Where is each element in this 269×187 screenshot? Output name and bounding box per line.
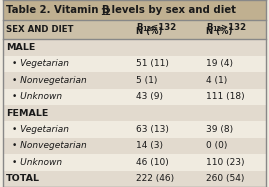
FancyBboxPatch shape [3,121,266,138]
Text: N (%): N (%) [136,27,162,36]
FancyBboxPatch shape [3,0,266,20]
Text: 43 (9): 43 (9) [136,92,163,101]
Text: SEX AND DIET: SEX AND DIET [6,25,73,34]
Text: 0 (0): 0 (0) [206,141,227,151]
Text: FEMALE: FEMALE [6,109,48,118]
Text: B: B [206,23,212,32]
FancyBboxPatch shape [3,105,266,121]
Text: 39 (8): 39 (8) [206,125,233,134]
Text: MALE: MALE [6,43,35,52]
Text: 5 (1): 5 (1) [136,76,157,85]
Text: • Vegetarian: • Vegetarian [12,125,69,134]
Text: • Vegetarian: • Vegetarian [12,59,69,68]
Text: 46 (10): 46 (10) [136,158,169,167]
Text: 110 (23): 110 (23) [206,158,244,167]
Text: 19 (4): 19 (4) [206,59,233,68]
Text: • Nonvegetarian: • Nonvegetarian [12,76,87,85]
Text: 14 (3): 14 (3) [136,141,163,151]
Text: 260 (54): 260 (54) [206,174,244,183]
Text: • Nonvegetarian: • Nonvegetarian [12,141,87,151]
FancyBboxPatch shape [3,88,266,105]
Text: >132: >132 [218,23,246,32]
Text: 111 (18): 111 (18) [206,92,245,101]
Text: 12: 12 [213,26,222,32]
FancyBboxPatch shape [3,154,266,171]
FancyBboxPatch shape [3,39,266,56]
Text: levels by sex and diet: levels by sex and diet [108,5,236,15]
Text: TOTAL: TOTAL [6,174,40,183]
Text: ≤132: ≤132 [148,23,176,32]
Text: 12: 12 [143,26,152,32]
Text: 4 (1): 4 (1) [206,76,227,85]
FancyBboxPatch shape [3,138,266,154]
Text: • Unknown: • Unknown [12,158,62,167]
FancyBboxPatch shape [3,56,266,72]
Text: • Unknown: • Unknown [12,92,62,101]
Text: 51 (11): 51 (11) [136,59,169,68]
Text: Table 2. Vitamin B: Table 2. Vitamin B [6,5,109,15]
FancyBboxPatch shape [3,20,266,39]
Text: B: B [136,23,142,32]
FancyBboxPatch shape [3,171,266,187]
Text: 12: 12 [100,8,111,17]
FancyBboxPatch shape [3,72,266,88]
Text: N (%): N (%) [206,27,232,36]
Text: 222 (46): 222 (46) [136,174,174,183]
Text: 63 (13): 63 (13) [136,125,169,134]
